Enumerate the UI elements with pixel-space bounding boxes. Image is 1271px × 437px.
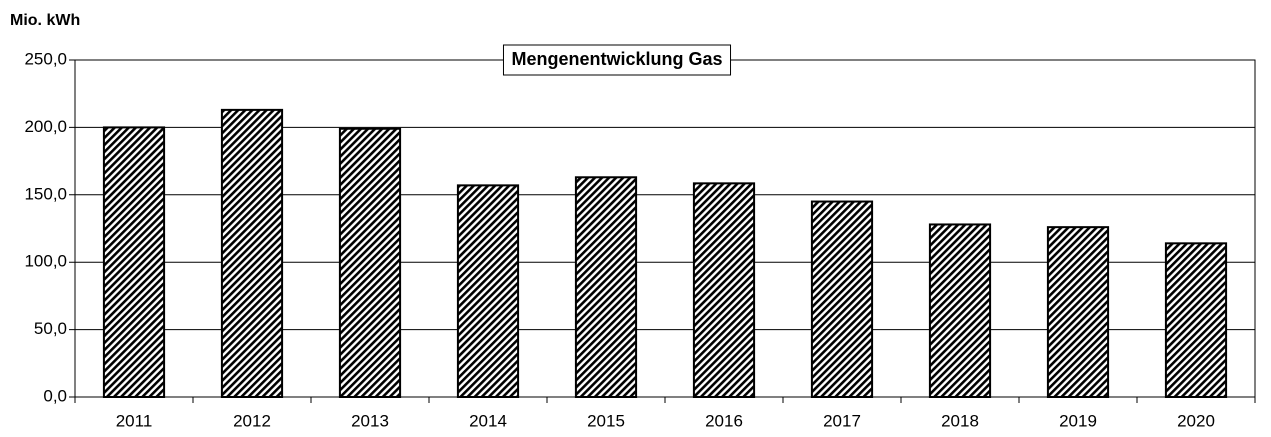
y-tick-label: 100,0 <box>24 252 67 271</box>
chart-title: Mengenentwicklung Gas <box>511 49 722 69</box>
y-tick-label: 0,0 <box>43 386 67 405</box>
x-tick-label: 2015 <box>587 411 625 430</box>
x-tick-label: 2016 <box>705 411 743 430</box>
x-tick-label: 2012 <box>233 411 271 430</box>
bar <box>220 108 284 398</box>
bar <box>928 223 992 398</box>
y-tick-label: 50,0 <box>34 319 67 338</box>
x-tick-label: 2014 <box>469 411 507 430</box>
bar <box>338 127 402 399</box>
bar <box>456 184 520 398</box>
bar <box>810 200 874 398</box>
x-tick-label: 2011 <box>116 411 153 430</box>
title-box <box>502 44 732 76</box>
x-tick-label: 2017 <box>823 411 861 430</box>
bar <box>1164 242 1228 398</box>
y-axis-label: Mio. kWh <box>10 12 80 29</box>
y-tick-label: 250,0 <box>24 49 67 68</box>
y-tick-label: 200,0 <box>24 117 67 136</box>
bar <box>574 176 638 398</box>
x-tick-label: 2019 <box>1059 411 1097 430</box>
bar <box>692 182 756 398</box>
x-tick-label: 2013 <box>351 411 389 430</box>
bar <box>1046 226 1110 398</box>
y-tick-label: 150,0 <box>24 184 67 203</box>
bar <box>102 126 166 399</box>
x-tick-label: 2020 <box>1177 411 1215 430</box>
x-tick-label: 2018 <box>941 411 979 430</box>
